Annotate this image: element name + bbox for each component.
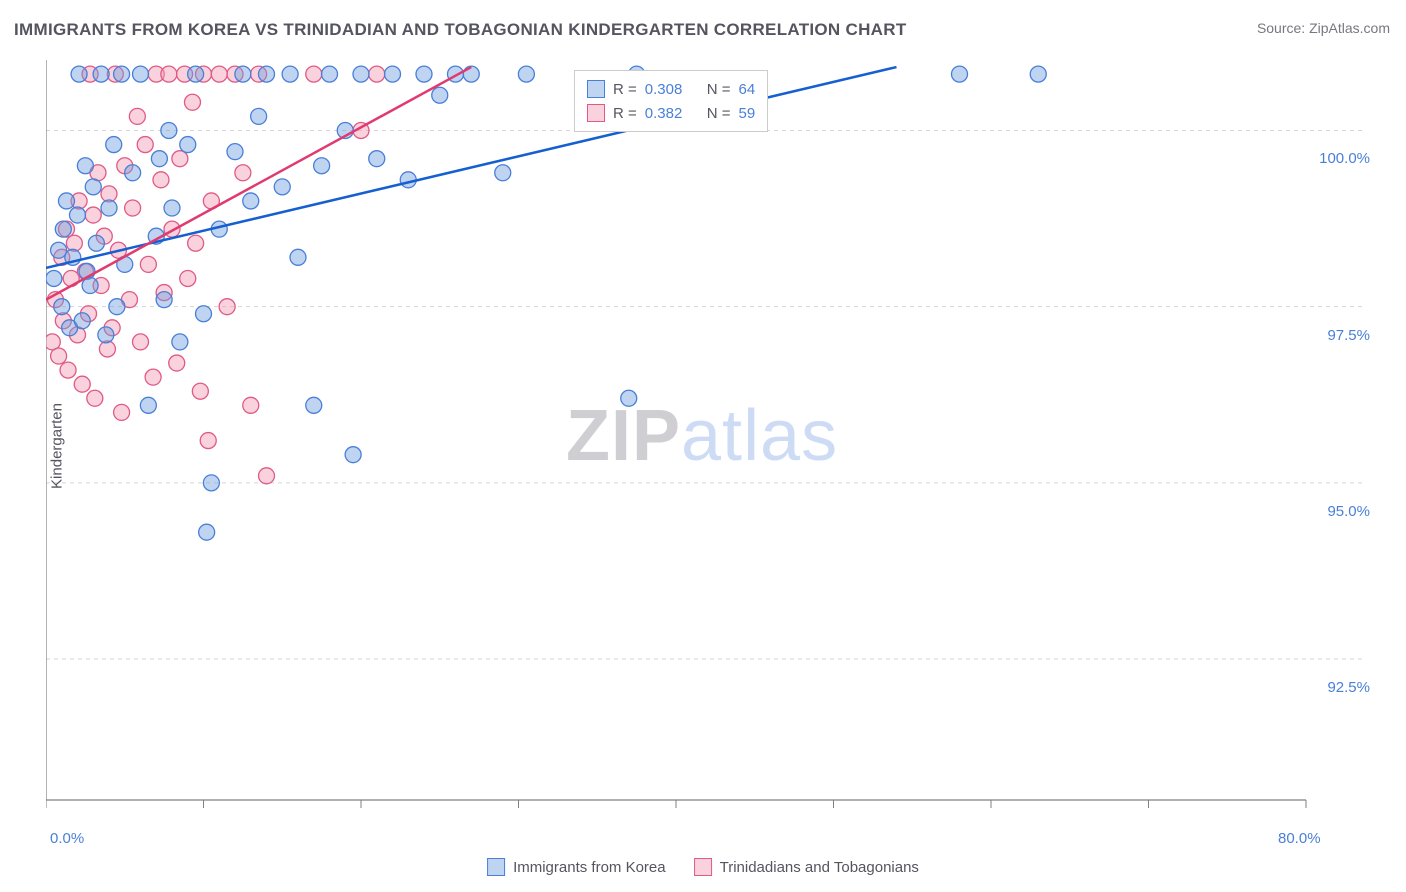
x-tick-label: 80.0% [1278, 830, 1321, 847]
source-attribution: Source: ZipAtlas.com [1257, 20, 1390, 36]
series-legend-label: Trinidadians and Tobagonians [720, 859, 919, 876]
x-tick-label: 0.0% [50, 830, 84, 847]
series-legend-label: Immigrants from Korea [513, 859, 666, 876]
legend-swatch [487, 858, 505, 876]
series-legend-item: Immigrants from Korea [487, 858, 666, 876]
n-value: 64 [739, 81, 756, 98]
series-legend: Immigrants from Korea Trinidadians and To… [487, 858, 919, 876]
y-axis-label: Kindergarten [48, 403, 65, 489]
chart-title: IMMIGRANTS FROM KOREA VS TRINIDADIAN AND… [14, 20, 907, 40]
legend-swatch [587, 80, 605, 98]
legend-swatch [587, 104, 605, 122]
correlation-legend-row: R = 0.308 N = 64 [587, 77, 755, 101]
correlation-legend: R = 0.308 N = 64 R = 0.382 N = 59 [574, 70, 768, 132]
correlation-legend-row: R = 0.382 N = 59 [587, 101, 755, 125]
y-tick-label: 92.5% [1327, 679, 1370, 696]
chart-area: ZIPatlas R =0.308N =64R =0.382N =59 92.5… [46, 60, 1366, 810]
r-label: R = [613, 105, 637, 122]
n-value: 59 [739, 105, 756, 122]
y-tick-label: 97.5% [1327, 327, 1370, 344]
n-label: N = [707, 81, 731, 98]
legend-swatch [694, 858, 712, 876]
r-value: 0.308 [645, 81, 699, 98]
y-tick-label: 100.0% [1319, 150, 1370, 167]
r-label: R = [613, 81, 637, 98]
r-value: 0.382 [645, 105, 699, 122]
series-legend-item: Trinidadians and Tobagonians [694, 858, 919, 876]
y-tick-label: 95.0% [1327, 503, 1370, 520]
scatter-plot-svg [46, 60, 1366, 810]
n-label: N = [707, 105, 731, 122]
